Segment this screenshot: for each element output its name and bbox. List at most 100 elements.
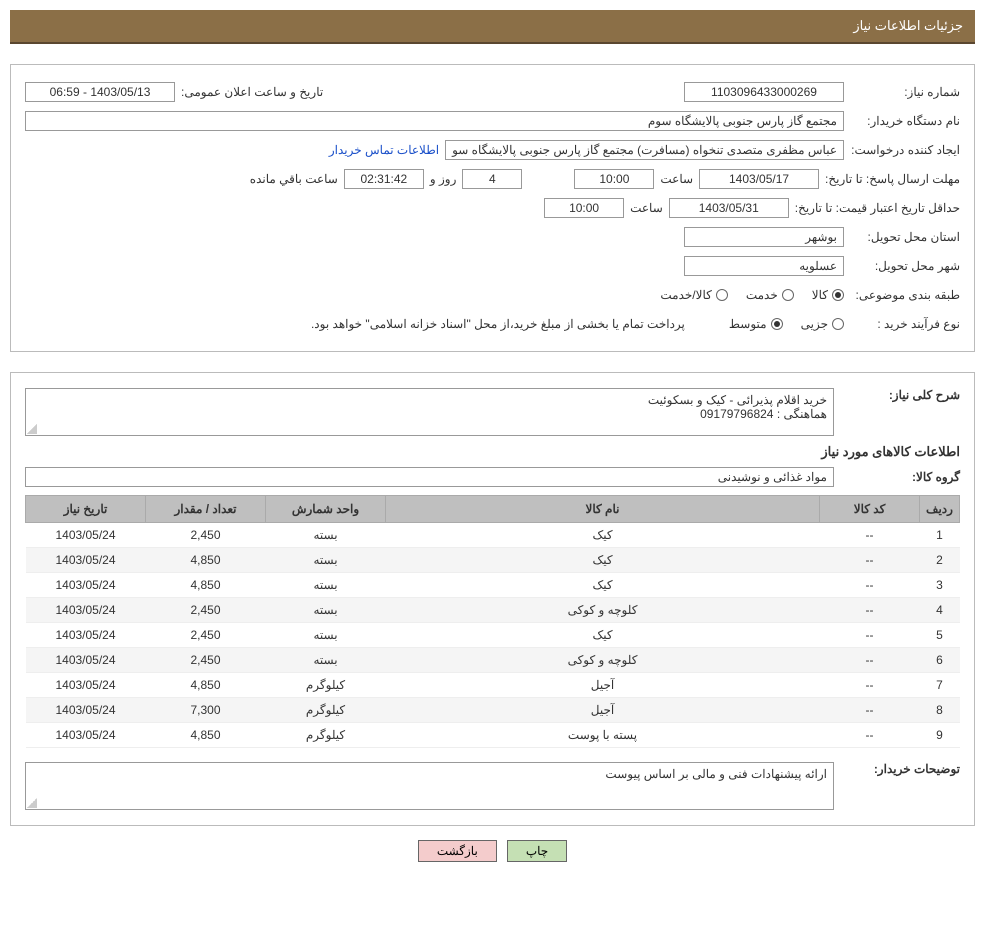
label-city: شهر محل تحویل: bbox=[850, 259, 960, 273]
process-note: پرداخت تمام یا بخشی از مبلغ خرید،از محل … bbox=[311, 317, 685, 331]
table-cell: 9 bbox=[920, 723, 960, 748]
table-cell: 1403/05/24 bbox=[26, 623, 146, 648]
radio-goods[interactable]: کالا bbox=[812, 288, 844, 302]
label-category: طبقه بندی موضوعی: bbox=[850, 288, 960, 302]
radio-goods-dot bbox=[832, 289, 844, 301]
table-cell: پسته با پوست bbox=[386, 723, 820, 748]
table-cell: 1403/05/24 bbox=[26, 673, 146, 698]
table-cell: -- bbox=[820, 548, 920, 573]
textarea-desc[interactable]: خرید اقلام پذیرائی - کیک و بسکوئیت هماهن… bbox=[25, 388, 834, 436]
table-row: 8--آجیلکیلوگرم7,3001403/05/24 bbox=[26, 698, 960, 723]
table-cell: -- bbox=[820, 623, 920, 648]
table-cell: -- bbox=[820, 598, 920, 623]
label-deadline: مهلت ارسال پاسخ: تا تاریخ: bbox=[825, 172, 960, 186]
back-button[interactable]: بازگشت bbox=[418, 840, 497, 862]
field-counter: 02:31:42 bbox=[344, 169, 424, 189]
table-cell: -- bbox=[820, 648, 920, 673]
table-cell: 2 bbox=[920, 548, 960, 573]
panel-items: شرح کلی نیاز: خرید اقلام پذیرائی - کیک و… bbox=[10, 372, 975, 826]
table-cell: بسته bbox=[266, 648, 386, 673]
table-cell: کیک bbox=[386, 548, 820, 573]
field-need-no: 1103096433000269 bbox=[684, 82, 844, 102]
label-time-2: ساعت bbox=[630, 201, 663, 215]
table-cell: 7,300 bbox=[146, 698, 266, 723]
table-row: 9--پسته با پوستکیلوگرم4,8501403/05/24 bbox=[26, 723, 960, 748]
field-days-left: 4 bbox=[462, 169, 522, 189]
radio-service[interactable]: خدمت bbox=[746, 288, 794, 302]
panel-main-info: شماره نیاز: 1103096433000269 تاریخ و ساع… bbox=[10, 64, 975, 352]
table-cell: 4,850 bbox=[146, 548, 266, 573]
table-cell: 4,850 bbox=[146, 673, 266, 698]
label-minprice: حداقل تاریخ اعتبار قیمت: تا تاریخ: bbox=[795, 201, 960, 215]
label-announce: تاریخ و ساعت اعلان عمومی: bbox=[181, 85, 323, 99]
table-cell: بسته bbox=[266, 548, 386, 573]
table-cell: آجیل bbox=[386, 673, 820, 698]
radio-medium-dot bbox=[771, 318, 783, 330]
link-contact-buyer[interactable]: اطلاعات تماس خریدار bbox=[329, 143, 439, 157]
table-cell: -- bbox=[820, 723, 920, 748]
field-deadline-date: 1403/05/17 bbox=[699, 169, 819, 189]
print-button[interactable]: چاپ bbox=[507, 840, 567, 862]
radio-service-dot bbox=[782, 289, 794, 301]
radio-goods-service-label: کالا/خدمت bbox=[660, 288, 711, 302]
label-process: نوع فرآیند خرید : bbox=[850, 317, 960, 331]
label-desc: شرح کلی نیاز: bbox=[840, 388, 960, 402]
radio-goods-service-dot bbox=[716, 289, 728, 301]
label-province: استان محل تحویل: bbox=[850, 230, 960, 244]
radio-goods-service[interactable]: کالا/خدمت bbox=[660, 288, 727, 302]
th-name: نام کالا bbox=[386, 496, 820, 523]
field-requester: عباس مظفری متصدی تنخواه (مسافرت) مجتمع گ… bbox=[445, 140, 844, 160]
table-cell: 4,850 bbox=[146, 723, 266, 748]
table-cell: -- bbox=[820, 673, 920, 698]
label-buyer: نام دستگاه خریدار: bbox=[850, 114, 960, 128]
table-row: 4--کلوچه و کوکیبسته2,4501403/05/24 bbox=[26, 598, 960, 623]
field-announce: 1403/05/13 - 06:59 bbox=[25, 82, 175, 102]
textarea-buyer-notes[interactable]: ارائه پیشنهادات فنی و مالی بر اساس پیوست bbox=[25, 762, 834, 810]
table-cell: 7 bbox=[920, 673, 960, 698]
radio-partial[interactable]: جزیی bbox=[801, 317, 844, 331]
table-row: 1--کیکبسته2,4501403/05/24 bbox=[26, 523, 960, 548]
label-days-and: روز و bbox=[430, 172, 457, 186]
table-row: 2--کیکبسته4,8501403/05/24 bbox=[26, 548, 960, 573]
th-date: تاریخ نیاز bbox=[26, 496, 146, 523]
table-cell: کلوچه و کوکی bbox=[386, 648, 820, 673]
table-cell: 1403/05/24 bbox=[26, 573, 146, 598]
button-row: چاپ بازگشت bbox=[10, 840, 975, 862]
table-cell: کیک bbox=[386, 623, 820, 648]
table-cell: 2,450 bbox=[146, 523, 266, 548]
table-cell: کیک bbox=[386, 523, 820, 548]
items-table: ردیف کد کالا نام کالا واحد شمارش تعداد /… bbox=[25, 495, 960, 748]
table-cell: 6 bbox=[920, 648, 960, 673]
table-cell: 4 bbox=[920, 598, 960, 623]
table-cell: کلوچه و کوکی bbox=[386, 598, 820, 623]
section-items-title: اطلاعات کالاهای مورد نیاز bbox=[25, 444, 960, 460]
table-cell: -- bbox=[820, 573, 920, 598]
table-cell: 1403/05/24 bbox=[26, 698, 146, 723]
field-province: بوشهر bbox=[684, 227, 844, 247]
table-cell: کیلوگرم bbox=[266, 673, 386, 698]
field-city: عسلویه bbox=[684, 256, 844, 276]
table-row: 3--کیکبسته4,8501403/05/24 bbox=[26, 573, 960, 598]
table-cell: کیلوگرم bbox=[266, 723, 386, 748]
label-need-no: شماره نیاز: bbox=[850, 85, 960, 99]
label-remain: ساعت باقي مانده bbox=[250, 172, 338, 186]
items-table-header: ردیف کد کالا نام کالا واحد شمارش تعداد /… bbox=[26, 496, 960, 523]
radio-partial-dot bbox=[832, 318, 844, 330]
table-cell: آجیل bbox=[386, 698, 820, 723]
label-time-1: ساعت bbox=[660, 172, 693, 186]
table-cell: -- bbox=[820, 698, 920, 723]
radio-medium[interactable]: متوسط bbox=[729, 317, 783, 331]
table-cell: کیک bbox=[386, 573, 820, 598]
th-code: کد کالا bbox=[820, 496, 920, 523]
radio-goods-label: کالا bbox=[812, 288, 828, 302]
table-cell: 1403/05/24 bbox=[26, 648, 146, 673]
radio-service-label: خدمت bbox=[746, 288, 778, 302]
label-buyer-notes: توضیحات خریدار: bbox=[840, 762, 960, 776]
th-qty: تعداد / مقدار bbox=[146, 496, 266, 523]
table-cell: بسته bbox=[266, 598, 386, 623]
field-buyer: مجتمع گاز پارس جنوبی پالایشگاه سوم bbox=[25, 111, 844, 131]
table-cell: بسته bbox=[266, 573, 386, 598]
table-cell: -- bbox=[820, 523, 920, 548]
table-cell: 1403/05/24 bbox=[26, 598, 146, 623]
table-cell: بسته bbox=[266, 623, 386, 648]
